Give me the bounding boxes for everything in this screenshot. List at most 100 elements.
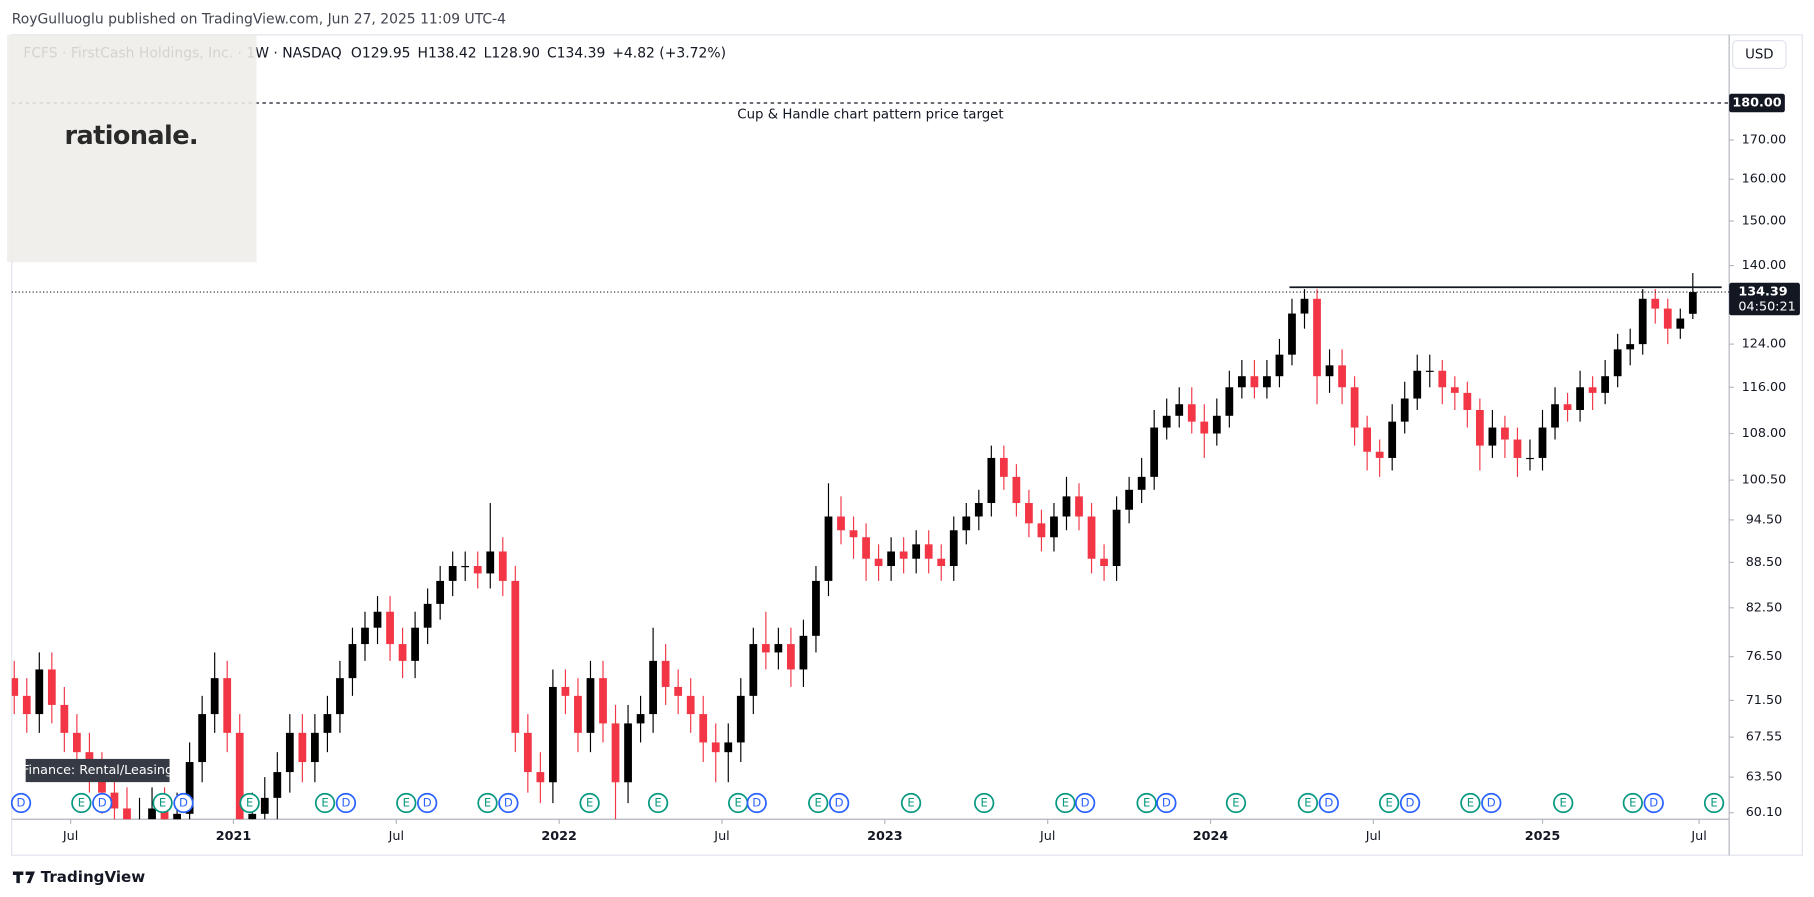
candle-body (1588, 387, 1597, 393)
dividend-label: D (423, 796, 432, 810)
candle-body (837, 516, 845, 531)
candle-body (1037, 523, 1046, 538)
logo-mark (12, 871, 35, 884)
candle-body (323, 714, 332, 733)
candle-body (549, 686, 557, 783)
candle-body (185, 762, 194, 814)
x-tick-label: 2021 (216, 829, 252, 844)
candle-body (160, 808, 169, 820)
candle-body (1626, 344, 1635, 350)
earnings-label: E (403, 796, 410, 810)
candle-body (787, 644, 795, 670)
candle-body (311, 732, 319, 763)
candle-body (962, 516, 971, 531)
candle-body (1075, 496, 1083, 517)
candle-body (1125, 489, 1134, 510)
earnings-label: E (654, 796, 661, 810)
candle-body (899, 551, 908, 559)
earnings-label: E (586, 796, 593, 810)
candle-body (924, 544, 933, 559)
candle-body (298, 732, 307, 763)
footer: TradingView (41, 868, 146, 886)
candle-body (348, 644, 357, 679)
candle-body (1551, 404, 1559, 428)
candle-body (1538, 427, 1547, 458)
candle-body (724, 742, 733, 753)
earnings-icon (1136, 792, 1157, 814)
candle-body (874, 558, 883, 567)
price-badge (1729, 282, 1800, 316)
dividend-icon (1643, 792, 1664, 814)
x-tick-label: Jul (62, 829, 78, 844)
candle-body (736, 695, 745, 743)
candle-body (198, 714, 207, 763)
candle-body (173, 813, 181, 820)
earnings-label: E (1385, 796, 1392, 810)
dividend-label: D (1649, 796, 1658, 810)
candle-body (398, 644, 407, 661)
candle-body (273, 772, 282, 798)
candle-body (461, 566, 470, 568)
candle-body (699, 714, 708, 743)
candle-body (1488, 427, 1497, 446)
dividend-label: D (752, 796, 761, 810)
candle-body (974, 503, 983, 517)
header: RoyGulluoglu published on TradingView.co… (12, 12, 506, 28)
dividend-label: D (1406, 796, 1415, 810)
dividend-icon (92, 792, 113, 814)
x-tick-label: Jul (1039, 829, 1055, 844)
earnings-label: E (815, 796, 822, 810)
candle-body (1012, 476, 1021, 504)
overlay: Cup & Handle chart pattern price target 1… (7, 34, 1800, 814)
candle-body (285, 732, 294, 773)
candle-body (862, 537, 870, 559)
earnings-icon (477, 792, 498, 814)
sector-label: Finance: Rental/Leasing (22, 763, 173, 778)
candle-body (1150, 427, 1159, 477)
y-tick-label: 60.10 (1746, 805, 1783, 820)
candle-body (937, 558, 946, 567)
x-tick-label: 2022 (541, 829, 576, 844)
candle-body (35, 669, 44, 715)
earnings-icon (1460, 792, 1481, 814)
earnings-icon (647, 792, 669, 814)
x-tick-label: Jul (1690, 829, 1706, 844)
candle-body (1375, 451, 1384, 458)
price-countdown: 04:50:21 (1738, 300, 1795, 315)
dividend-label: D (1324, 796, 1333, 810)
dividend-icon (335, 792, 357, 814)
dividend-icon (417, 792, 438, 814)
candle-body (148, 808, 156, 820)
candle-body (1601, 376, 1610, 393)
candle-body (1663, 308, 1672, 329)
dividend-label: D (179, 796, 188, 810)
earnings-icon (1378, 792, 1400, 814)
dividend-label: D (504, 796, 513, 810)
earnings-icon (1622, 792, 1643, 814)
x-tick-label: Jul (1365, 829, 1381, 844)
candle-body (336, 678, 344, 715)
dividend-label: D (98, 796, 107, 810)
dividend-icon (498, 792, 519, 814)
candle-body (1651, 298, 1660, 309)
legend-item: +4.82 (+3.72%) (612, 45, 726, 61)
watermark: rationale. (64, 121, 198, 151)
candle-body (1450, 387, 1459, 393)
y-tick-label: 100.50 (1742, 473, 1787, 488)
x-tick-label: Jul (713, 829, 729, 844)
dividend-icon (1074, 792, 1096, 814)
target-annotation: Cup & Handle chart pattern price target (737, 108, 1003, 123)
y-tick-label: 108.00 (1742, 426, 1787, 441)
y-tick-label: 124.00 (1742, 337, 1787, 352)
y-tick-label: 170.00 (1742, 132, 1787, 147)
currency-button[interactable] (1732, 40, 1787, 70)
candle-body (411, 627, 419, 661)
earnings-icon (1055, 792, 1076, 814)
frame (11, 34, 1803, 856)
earnings-icon (900, 792, 922, 814)
candle-body (1363, 427, 1372, 452)
candle-body (210, 678, 219, 715)
currency[interactable]: USD (1745, 48, 1773, 63)
candle-body (649, 660, 657, 715)
